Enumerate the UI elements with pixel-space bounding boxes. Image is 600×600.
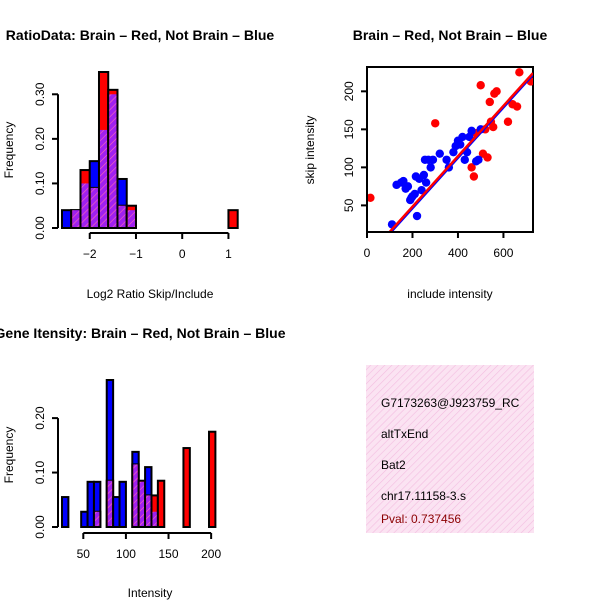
point-brain	[483, 153, 492, 162]
point-brain	[485, 97, 494, 107]
point-not-brain	[442, 155, 451, 164]
bar-overlap	[107, 480, 113, 526]
intensity-histogram: Gene Itensity: Brain – Red, Not Brain – …	[0, 325, 286, 600]
scatter-frame	[366, 66, 534, 233]
y-tick-label: 0.00	[33, 515, 47, 539]
info-line: altTxEnd	[381, 427, 428, 441]
bar-overlap	[94, 511, 100, 526]
fit-line-brain	[387, 72, 533, 232]
point-not-brain	[435, 149, 444, 158]
info-panel: G7173263@J923759_RC altTxEnd Bat2 chr17.…	[366, 365, 534, 533]
y-tick-label: 0.00	[33, 216, 47, 240]
x-tick-label: 150	[159, 547, 179, 561]
y-tick-label: 0.20	[33, 406, 47, 430]
point-not-brain	[426, 163, 435, 172]
bar-overlap	[152, 511, 157, 526]
point-brain	[489, 122, 498, 132]
point-not-brain	[419, 170, 429, 180]
point-brain	[431, 119, 440, 128]
x-tick-label: 200	[402, 246, 422, 260]
info-background	[366, 365, 534, 533]
x-tick-label: −2	[83, 247, 97, 261]
point-not-brain	[412, 211, 422, 221]
point-brain	[515, 68, 524, 77]
y-tick-label: 150	[342, 119, 356, 139]
point-not-brain	[467, 126, 476, 136]
point-not-brain	[417, 185, 426, 195]
intensity-xlabel: Intensity	[128, 586, 173, 600]
point-not-brain	[456, 140, 465, 149]
bar-overlap	[72, 210, 80, 227]
y-tick-label: 0.10	[33, 461, 47, 485]
intensity-ylabel: Frequency	[2, 427, 16, 484]
bar-overlap	[109, 94, 117, 228]
point-not-brain	[474, 155, 483, 164]
bar-overlap	[133, 464, 138, 526]
ratio-title: RatioData: Brain – Red, Not Brain – Blue	[6, 27, 275, 43]
bar-brain	[156, 479, 166, 529]
bar-brain	[182, 447, 191, 528]
x-tick-label: 1	[225, 247, 232, 261]
bar-overlap	[99, 129, 108, 227]
point-brain	[367, 193, 375, 202]
y-tick-label: 100	[342, 157, 356, 177]
pval-text: Pval: 0.737456	[381, 512, 461, 526]
info-line: Bat2	[381, 458, 406, 472]
scatter-plot: Brain – Red, Not Brain – Blue skip inten…	[303, 27, 547, 301]
bar-not-brain	[118, 480, 127, 528]
point-not-brain	[428, 155, 438, 164]
scatter-title: Brain – Red, Not Brain – Blue	[353, 27, 548, 43]
ratio-xlabel: Log2 Ratio Skip/Include	[87, 287, 214, 301]
bar-overlap	[81, 183, 89, 227]
x-tick-label: −1	[129, 247, 143, 261]
point-not-brain	[458, 132, 467, 142]
point-not-brain	[460, 155, 469, 164]
x-tick-label: 100	[116, 547, 136, 561]
point-brain	[467, 163, 476, 172]
intensity-title: Gene Itensity: Brain – Red, Not Brain – …	[0, 325, 286, 341]
y-tick-label: 50	[342, 198, 356, 212]
info-line: G7173263@J923759_RC	[381, 396, 520, 410]
x-tick-label: 0	[364, 246, 371, 260]
bar-brain	[227, 209, 239, 230]
point-brain	[512, 102, 522, 111]
bar-overlap	[139, 481, 145, 526]
y-tick-label: 0.20	[33, 127, 47, 151]
bar-overlap	[127, 210, 135, 227]
bar-brain	[208, 430, 217, 529]
point-brain	[476, 81, 485, 90]
bar-overlap	[90, 187, 98, 227]
bar-not-brain	[61, 209, 73, 230]
point-brain	[503, 117, 513, 126]
y-tick-label: 0.30	[33, 82, 47, 106]
point-brain	[492, 87, 501, 96]
bar-overlap	[146, 495, 151, 526]
ratio-histogram: RatioData: Brain – Red, Not Brain – Blue…	[2, 27, 274, 301]
x-tick-label: 0	[179, 247, 186, 261]
x-tick-label: 400	[448, 246, 468, 260]
bar-not-brain	[61, 496, 70, 528]
point-not-brain	[421, 178, 431, 187]
x-tick-label: 200	[201, 547, 221, 561]
x-tick-label: 50	[77, 547, 91, 561]
point-not-brain	[403, 182, 413, 191]
x-tick-label: 600	[493, 246, 513, 260]
y-tick-label: 200	[342, 81, 356, 101]
y-tick-label: 0.10	[33, 171, 47, 195]
point-brain	[469, 172, 479, 181]
info-line: chr17.11158-3.s	[381, 489, 466, 503]
point-not-brain	[410, 189, 419, 199]
scatter-ylabel: skip intensity	[303, 116, 317, 185]
ratio-ylabel: Frequency	[2, 122, 16, 179]
scatter-xlabel: include intensity	[407, 287, 492, 301]
bar-overlap	[118, 205, 126, 227]
